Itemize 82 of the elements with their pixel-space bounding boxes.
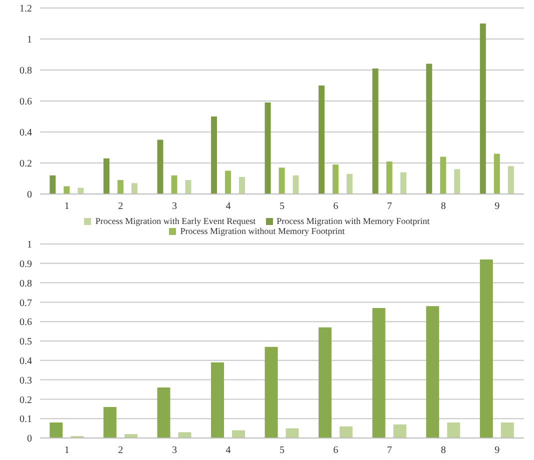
x-tick-label: 9 [494, 201, 500, 212]
y-tick-label: 0.1 [20, 414, 32, 426]
bar [225, 170, 232, 194]
bar [480, 24, 486, 194]
x-tick-label: 3 [172, 201, 177, 212]
bar [131, 183, 138, 194]
x-tick-label: 7 [387, 201, 392, 212]
bar [400, 172, 406, 194]
x-tick-label: 5 [280, 201, 284, 212]
y-tick-label: 1.2 [20, 4, 32, 15]
y-tick-label: 0.3 [20, 375, 32, 386]
bar [480, 260, 493, 438]
bar [292, 175, 299, 194]
y-tick-label: 0.8 [20, 278, 32, 290]
bar [64, 186, 70, 194]
x-tick-label: 6 [333, 201, 338, 212]
y-tick-label: 0.6 [20, 96, 32, 108]
y-tick-label: 0.8 [20, 66, 32, 77]
bar [500, 422, 514, 438]
y-tick-label: 0.9 [20, 258, 32, 270]
x-tick-label: 1 [64, 201, 70, 212]
bar [393, 424, 406, 438]
bar [239, 176, 246, 194]
bar [178, 432, 192, 438]
bar [264, 346, 278, 438]
bar [426, 64, 432, 194]
bar [346, 174, 353, 194]
x-tick-label: 9 [494, 445, 500, 456]
y-tick-label: 0.4 [20, 128, 32, 139]
y-tick-label: 0.5 [20, 336, 32, 348]
x-tick-label: 6 [333, 445, 338, 456]
bar [440, 156, 446, 194]
bar [50, 175, 56, 194]
bar [117, 180, 124, 194]
y-tick-label: 1 [27, 240, 32, 251]
y-tick-label: 0 [27, 190, 32, 201]
legend-label: Process Migration with Early Event Request [95, 216, 256, 226]
bar [508, 166, 514, 194]
y-tick-label: 0.2 [20, 394, 32, 406]
bar [103, 158, 110, 194]
bar [157, 388, 170, 438]
y-tick-label: 0 [27, 434, 32, 445]
x-tick-label: 4 [226, 445, 231, 456]
legend-label: Process Migration with Memory Footprint [276, 216, 430, 226]
bar [386, 161, 392, 194]
x-tick-label: 4 [226, 201, 231, 212]
y-tick-label: 0.2 [20, 158, 32, 170]
bar [232, 430, 246, 438]
bar [171, 175, 178, 194]
bar [340, 426, 353, 438]
y-tick-label: 0.6 [20, 317, 32, 328]
y-tick-label: 0.7 [20, 298, 32, 309]
bar [454, 169, 460, 194]
bar [318, 86, 325, 194]
bar [494, 154, 500, 194]
bar [50, 422, 63, 438]
bar [332, 164, 339, 194]
bar [211, 116, 218, 194]
x-tick-label: 2 [118, 201, 124, 212]
bar [286, 428, 299, 438]
bar [372, 68, 378, 194]
bar [426, 306, 440, 438]
bar [185, 180, 192, 194]
y-tick-label: 1 [27, 34, 32, 46]
x-tick-label: 8 [440, 201, 446, 212]
bar [211, 362, 224, 438]
x-tick-label: 2 [118, 445, 124, 456]
x-tick-label: 8 [440, 445, 446, 456]
bar [124, 434, 138, 438]
x-tick-label: 1 [64, 445, 70, 456]
bar [278, 168, 285, 194]
bar [447, 422, 460, 438]
x-tick-label: 3 [172, 445, 177, 456]
legend-label: Process Migration without Memory Footprint [180, 226, 345, 236]
y-tick-label: 0.4 [20, 356, 32, 367]
bar [264, 102, 271, 194]
bar [372, 308, 386, 438]
bar [318, 327, 332, 438]
bar [157, 140, 164, 194]
x-tick-label: 5 [280, 445, 284, 456]
x-tick-label: 7 [387, 445, 392, 456]
bar [103, 406, 116, 438]
